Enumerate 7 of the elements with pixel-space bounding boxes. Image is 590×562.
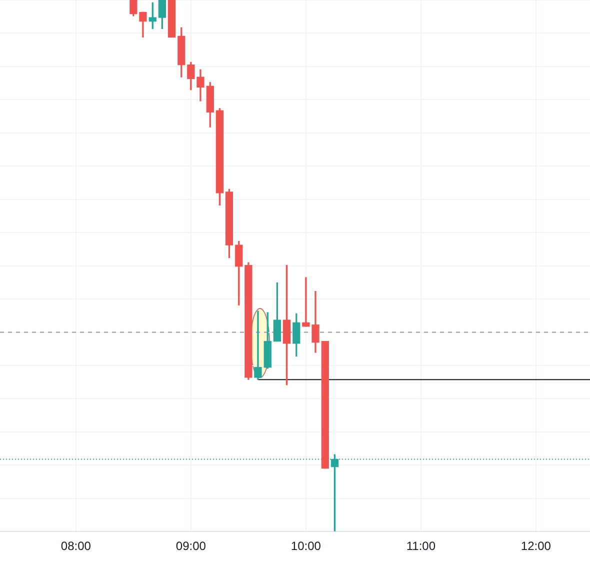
x-tick-label: 12:00 <box>520 539 552 554</box>
x-tick-label: 11:00 <box>406 539 436 554</box>
x-tick-label: 10:00 <box>290 539 322 554</box>
candlestick <box>168 0 176 38</box>
candlestick <box>321 340 329 469</box>
x-tick-label: 08:00 <box>60 539 92 554</box>
x-tick-label: 09:00 <box>176 539 206 554</box>
